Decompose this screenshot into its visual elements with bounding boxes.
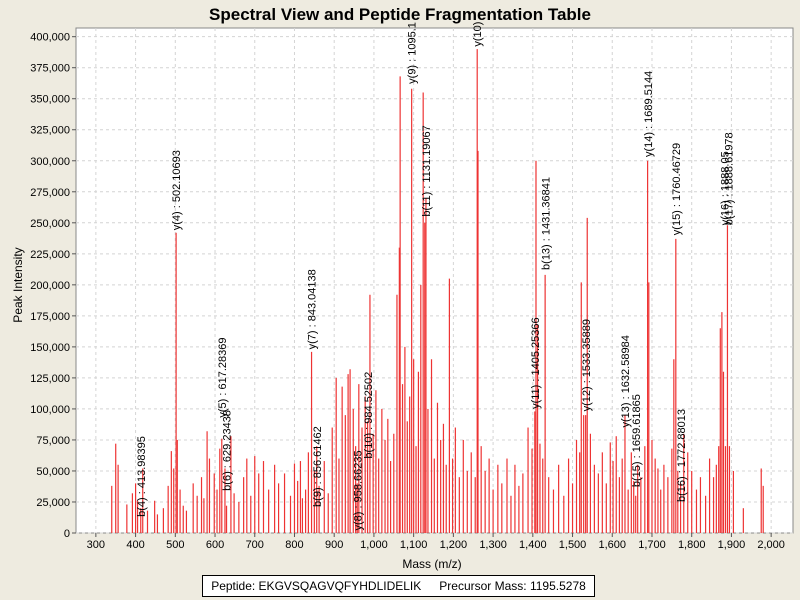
y-tick-label: 200,000: [30, 280, 70, 292]
x-tick-label: 1,700: [638, 539, 666, 551]
x-tick-label: 900: [325, 539, 343, 551]
peak-bars: [111, 49, 764, 533]
x-tick-label: 800: [285, 539, 303, 551]
y-tick-label: 325,000: [30, 125, 70, 137]
x-tick-label: 1,600: [598, 539, 626, 551]
y-tick-label: 100,000: [30, 404, 70, 416]
x-tick-label: 1,200: [440, 539, 468, 551]
x-tick-label: 300: [87, 539, 105, 551]
x-axis-label: Mass (m/z): [402, 557, 461, 571]
peak-annotation: y(4) : 502.10693: [171, 150, 183, 230]
peak-annotation: y(11) : 1405.25366: [530, 317, 542, 409]
x-tick-label: 1,500: [559, 539, 587, 551]
y-tick-label: 350,000: [30, 94, 70, 106]
peak-annotations: b(4) : 413.98395 y(4) : 502.10693 y(5) : 6…: [136, 22, 736, 531]
x-tick-label: 1,000: [360, 539, 388, 551]
peak-annotation: y(12) : 1533.35889: [581, 319, 593, 411]
y-tick-label: 0: [64, 528, 70, 540]
axes: 300 400 500 600 700 800 900 1,000 1,100 1,200 1,30…: [30, 32, 785, 551]
x-tick-label: 500: [166, 539, 184, 551]
x-tick-label: 1,900: [718, 539, 746, 551]
chart-title: Spectral View and Peptide Fragmentation …: [209, 5, 591, 24]
y-tick-label: 275,000: [30, 187, 70, 199]
peak-annotation: y(10): [472, 22, 484, 47]
peak-annotation: b(11) : 1131.19067: [421, 125, 433, 216]
y-tick-label: 175,000: [30, 311, 70, 323]
peak-annotation: y(8) : 958.66235: [353, 450, 365, 530]
y-tick-label: 225,000: [30, 249, 70, 261]
peak-annotation: b(4) : 413.98395: [136, 436, 148, 517]
peak-annotation: b(13) : 1431.36841: [540, 177, 552, 270]
peak-annotation: y(14) : 1689.5144: [643, 71, 655, 157]
x-tick-label: 1,800: [678, 539, 706, 551]
y-tick-label: 375,000: [30, 63, 70, 75]
grid: [76, 28, 793, 534]
peak-annotation: y(7) : 843.04138: [307, 269, 319, 349]
y-tick-label: 150,000: [30, 342, 70, 354]
peak-annotation: b(9) : 856.61462: [312, 426, 324, 507]
x-tick-label: 2,000: [757, 539, 785, 551]
y-tick-label: 75,000: [36, 435, 70, 447]
peak-annotation: b(15) : 1659.61865: [631, 394, 643, 487]
peak-annotation: y(5) : 617.28369: [217, 337, 229, 417]
precursor-mass: Precursor Mass: 1195.5278: [439, 579, 586, 593]
peak-annotation: y(13) : 1632.58984: [620, 335, 632, 427]
peak-annotation: y(15) : 1760.46729: [671, 143, 683, 235]
peak-annotation: b(17) : 1888.61978: [724, 132, 736, 225]
x-tick-label: 600: [206, 539, 224, 551]
peptide-info-box: Peptide: EKGVSQAGVQFYHDLIDELIK Precursor…: [202, 575, 595, 597]
peptide-sequence: Peptide: EKGVSQAGVQFYHDLIDELIK: [211, 579, 422, 593]
y-tick-label: 400,000: [30, 32, 70, 44]
y-tick-label: 50,000: [36, 466, 70, 478]
peak-annotation: b(16) : 1772.88013: [676, 409, 688, 502]
peak-annotation: y(16) : 1888.05: [719, 151, 731, 225]
peak-annotation: b(6) : 629.23438: [222, 410, 234, 491]
x-tick-label: 1,100: [400, 539, 428, 551]
x-tick-label: 400: [126, 539, 144, 551]
peak-annotation: y(9) : 1095.1: [407, 22, 419, 84]
y-tick-label: 25,000: [36, 497, 70, 509]
y-tick-label: 250,000: [30, 218, 70, 230]
x-tick-label: 1,300: [479, 539, 507, 551]
x-tick-label: 1,400: [519, 539, 547, 551]
x-tick-label: 700: [246, 539, 264, 551]
peak-annotation: b(10) : 984.52502: [363, 372, 375, 459]
y-tick-label: 125,000: [30, 373, 70, 385]
y-tick-label: 300,000: [30, 156, 70, 168]
y-axis-label: Peak Intensity: [11, 247, 25, 322]
